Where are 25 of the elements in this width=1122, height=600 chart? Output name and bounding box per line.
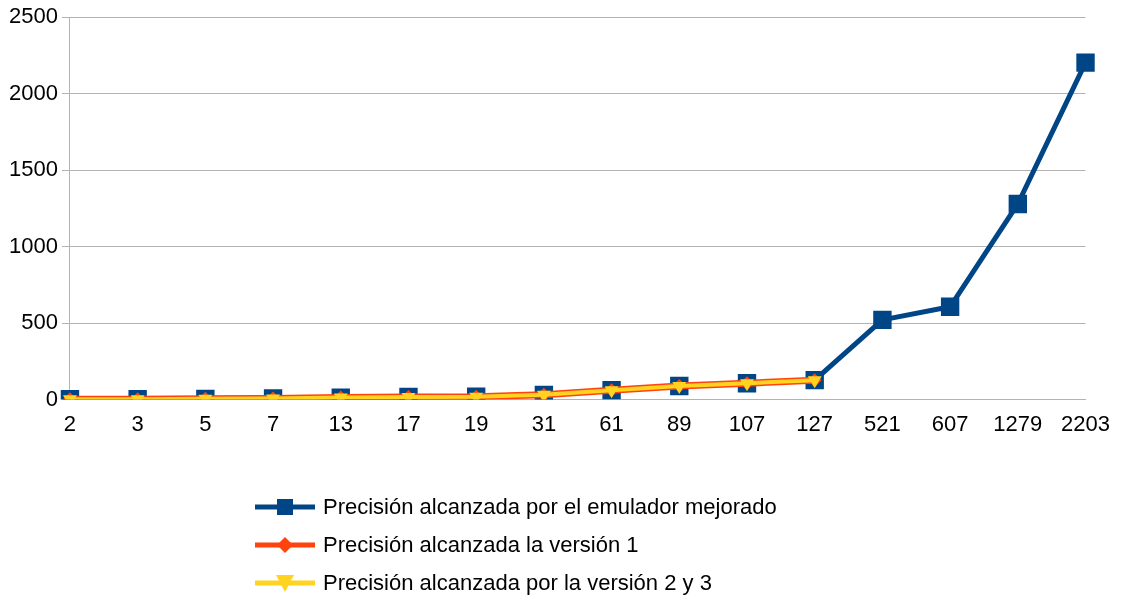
x-tick-label: 7 xyxy=(266,410,280,436)
legend-label: Precisión alcanzada la versión 1 xyxy=(323,532,639,558)
y-tick-label: 500 xyxy=(21,309,58,335)
y-tick-label: 2500 xyxy=(8,3,58,29)
legend-label: Precisión alcanzada por la versión 2 y 3 xyxy=(323,570,712,596)
y-tick-label: 1500 xyxy=(8,156,58,182)
x-tick-label: 19 xyxy=(463,410,489,436)
x-tick-label: 107 xyxy=(728,410,766,436)
x-tick-label: 2203 xyxy=(1061,410,1111,436)
x-tick-label: 31 xyxy=(531,410,557,436)
y-tick-label: 2000 xyxy=(8,79,58,105)
x-tick-label: 1279 xyxy=(993,410,1043,436)
x-tick-label: 607 xyxy=(931,410,969,436)
x-tick-label: 89 xyxy=(667,410,692,436)
legend-label: Precisión alcanzada por el emulador mejorado xyxy=(323,494,777,520)
x-tick-label: 2 xyxy=(63,410,77,436)
y-tick-label: 0 xyxy=(45,385,58,411)
x-tick-label: 17 xyxy=(396,410,421,436)
x-tick-label: 3 xyxy=(131,410,144,436)
y-tick-label: 1000 xyxy=(8,232,58,258)
x-tick-label: 13 xyxy=(328,410,354,436)
x-tick-label: 127 xyxy=(796,410,834,436)
x-tick-label: 5 xyxy=(199,410,212,436)
x-tick-label: 61 xyxy=(599,410,624,436)
x-tick-label: 521 xyxy=(864,410,901,436)
